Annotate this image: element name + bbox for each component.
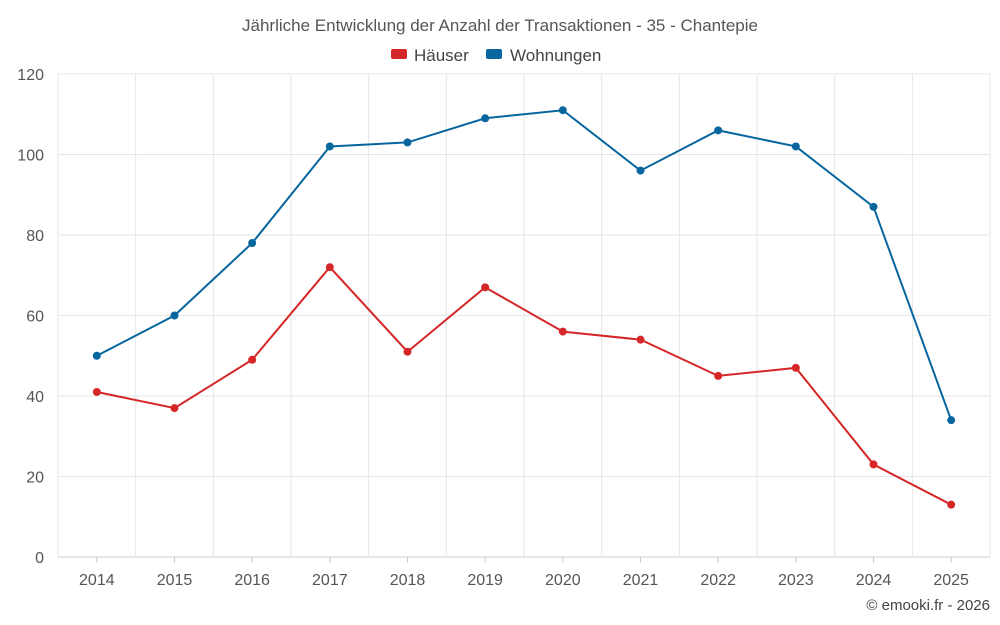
data-point-wohnungen-2015[interactable]	[170, 311, 179, 320]
data-point-wohnungen-2023[interactable]	[791, 142, 800, 151]
data-point-haeuser-2018[interactable]	[403, 347, 412, 356]
series-line-haeuser	[96, 265, 952, 506]
data-point-wohnungen-2019[interactable]	[481, 114, 490, 123]
legend-swatch-haeuser	[391, 49, 407, 59]
data-point-haeuser-2024[interactable]	[869, 460, 878, 469]
x-tick-label: 2024	[856, 572, 892, 589]
legend-label-haeuser[interactable]: Häuser	[414, 46, 469, 65]
data-point-wohnungen-2025[interactable]	[947, 416, 956, 425]
x-tick-label: 2021	[623, 572, 659, 589]
legend-label-wohnungen[interactable]: Wohnungen	[510, 46, 601, 65]
data-point-haeuser-2021[interactable]	[636, 335, 645, 344]
x-tick-label: 2017	[312, 572, 348, 589]
data-point-wohnungen-2021[interactable]	[636, 166, 645, 175]
x-tick-label: 2014	[79, 572, 115, 589]
y-tick-label: 40	[26, 389, 44, 406]
series-layer	[92, 106, 956, 509]
y-tick-label: 0	[35, 550, 44, 567]
x-tick-label: 2023	[778, 572, 814, 589]
data-point-haeuser-2019[interactable]	[481, 283, 490, 292]
x-tick-label: 2016	[234, 572, 270, 589]
legend-swatch-wohnungen	[486, 49, 502, 59]
grid	[57, 73, 991, 558]
y-tick-label: 120	[17, 67, 44, 84]
credit-text: © emooki.fr - 2026	[866, 597, 990, 614]
y-tick-label: 20	[26, 470, 44, 487]
data-point-wohnungen-2020[interactable]	[558, 106, 567, 115]
legend: Häuser Wohnungen	[391, 46, 601, 65]
data-point-haeuser-2020[interactable]	[558, 327, 567, 336]
data-point-haeuser-2014[interactable]	[92, 387, 101, 396]
series-line-wohnungen	[96, 109, 953, 421]
data-point-wohnungen-2014[interactable]	[92, 351, 101, 360]
data-point-haeuser-2015[interactable]	[170, 404, 179, 413]
data-point-haeuser-2023[interactable]	[791, 363, 800, 372]
x-axis-ticks: 2014 2015 2016 2017 2018 2019 2020 2021 2022 2023…	[79, 557, 969, 589]
x-tick-label: 2019	[467, 572, 503, 589]
data-point-wohnungen-2017[interactable]	[325, 142, 334, 151]
data-point-haeuser-2017[interactable]	[325, 263, 334, 272]
data-point-wohnungen-2022[interactable]	[714, 126, 723, 135]
y-tick-label: 60	[26, 309, 44, 326]
y-tick-label: 80	[26, 228, 44, 245]
x-tick-label: 2022	[700, 572, 736, 589]
data-point-haeuser-2022[interactable]	[714, 371, 723, 380]
data-point-wohnungen-2016[interactable]	[248, 239, 257, 248]
y-axis-ticks: 0 20 40 60 80 100 120	[17, 67, 44, 567]
data-point-wohnungen-2018[interactable]	[403, 138, 412, 147]
data-point-haeuser-2025[interactable]	[947, 500, 956, 509]
x-tick-label: 2015	[157, 572, 193, 589]
data-point-haeuser-2016[interactable]	[248, 355, 257, 364]
x-tick-label: 2020	[545, 572, 581, 589]
x-tick-label: 2018	[390, 572, 426, 589]
chart-title: Jährliche Entwicklung der Anzahl der Tra…	[242, 16, 758, 35]
y-tick-label: 100	[17, 148, 44, 165]
x-tick-label: 2025	[933, 572, 969, 589]
data-point-wohnungen-2024[interactable]	[869, 202, 878, 211]
